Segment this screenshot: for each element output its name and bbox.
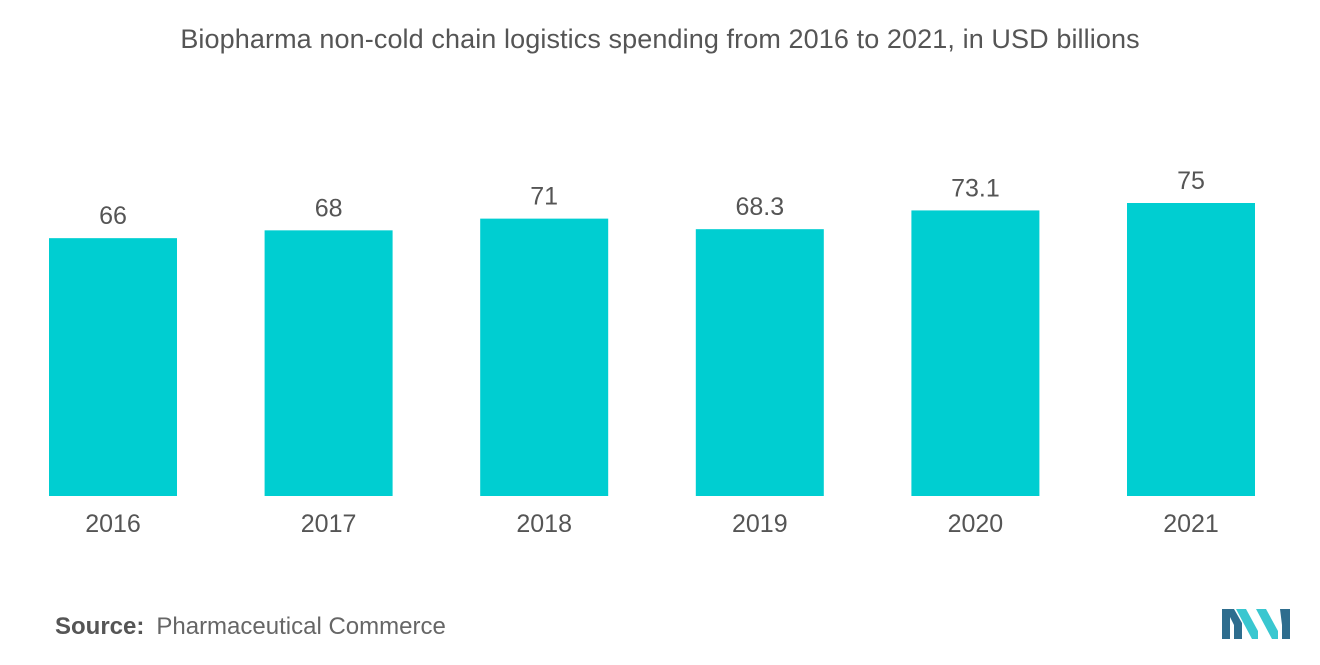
x-tick-label-2019: 2019: [732, 510, 788, 538]
value-labels-group: 66 68 71 68.3 73.1 75: [99, 167, 1205, 230]
source-note: Source: Pharmaceutical Commerce: [55, 613, 446, 641]
x-tick-label-2016: 2016: [85, 510, 141, 538]
chart-title: Biopharma non-cold chain logistics spend…: [180, 24, 1140, 54]
x-tick-label-2018: 2018: [516, 510, 572, 538]
value-label-2021: 75: [1177, 167, 1205, 195]
bar-2021: [1127, 203, 1255, 496]
x-tick-label-2017: 2017: [301, 510, 357, 538]
value-label-2020: 73.1: [951, 174, 1000, 202]
value-label-2017: 68: [315, 194, 343, 222]
value-label-2019: 68.3: [735, 193, 784, 221]
value-label-2018: 71: [530, 183, 558, 211]
source-label: Source:: [55, 613, 145, 640]
x-tick-labels-group: 2016 2017 2018 2019 2020 2021: [85, 510, 1219, 538]
bar-2019: [695, 229, 824, 496]
value-label-2016: 66: [99, 202, 127, 230]
x-tick-label-2020: 2020: [948, 510, 1004, 538]
source-text: Pharmaceutical Commerce: [156, 613, 446, 640]
bar-2016: [49, 238, 177, 496]
x-tick-label-2021: 2021: [1163, 510, 1219, 538]
bar-2018: [480, 218, 609, 497]
bars-group: [49, 203, 1255, 497]
bar-2020: [911, 210, 1040, 496]
bar-chart: 66 68 71 68.3 73.1 75 2016 2017 2018 2019 2020 202…: [49, 167, 1255, 538]
bar-2017: [264, 230, 393, 496]
mordor-intelligence-logo-icon: [1222, 609, 1290, 639]
